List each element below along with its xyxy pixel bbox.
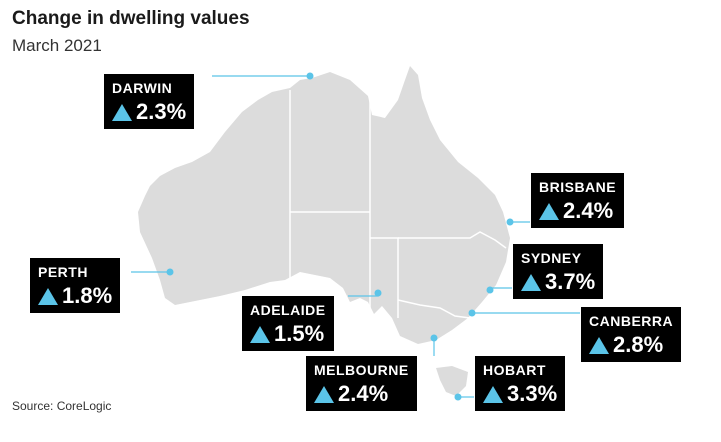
map-title: Change in dwelling values [12,8,250,29]
city-card-canberra: CANBERRA 2.8% [581,307,682,362]
city-name: SYDNEY [521,250,582,266]
city-name: ADELAIDE [250,302,326,318]
city-name: BRISBANE [539,179,617,195]
city-dots [166,72,514,401]
city-name: CANBERRA [589,313,674,329]
city-change: 1.8% [62,283,113,308]
city-change: 3.7% [545,269,596,294]
source-note: Source: CoreLogic [12,399,112,413]
brisbane-dot [506,218,514,226]
up-arrow-icon [521,273,541,291]
city-name: PERTH [38,264,88,280]
tasmania [436,366,468,396]
adelaide-dot [374,289,382,297]
city-change: 1.5% [274,321,325,346]
up-arrow-icon [38,287,58,305]
city-name: HOBART [483,362,546,378]
state-borders [289,90,507,319]
city-card-sydney: SYDNEY 3.7% [513,244,604,299]
city-name: MELBOURNE [314,362,409,378]
city-change: 2.4% [338,381,389,406]
map-subtitle: March 2021 [12,36,102,55]
darwin-dot [306,72,314,80]
up-arrow-icon [539,202,559,220]
up-arrow-icon [589,336,609,354]
canberra-dot [468,309,476,317]
city-change: 2.3% [136,99,187,124]
city-change: 3.3% [507,381,558,406]
city-card-perth: PERTH 1.8% [30,258,121,313]
up-arrow-icon [112,103,132,121]
australia-mainland [138,66,510,344]
sydney-dot [486,286,494,294]
up-arrow-icon [483,385,503,403]
city-change: 2.8% [613,332,664,357]
hobart-dot [454,393,462,401]
city-card-melbourne: MELBOURNE 2.4% [306,356,417,411]
up-arrow-icon [314,385,334,403]
melbourne-dot [430,334,438,342]
city-card-brisbane: BRISBANE 2.4% [531,173,625,228]
city-card-adelaide: ADELAIDE 1.5% [242,296,334,351]
up-arrow-icon [250,325,270,343]
city-name: DARWIN [112,80,173,96]
city-change: 2.4% [563,198,614,223]
perth-dot [166,268,174,276]
city-card-darwin: DARWIN 2.3% [104,74,195,129]
city-card-hobart: HOBART 3.3% [475,356,566,411]
